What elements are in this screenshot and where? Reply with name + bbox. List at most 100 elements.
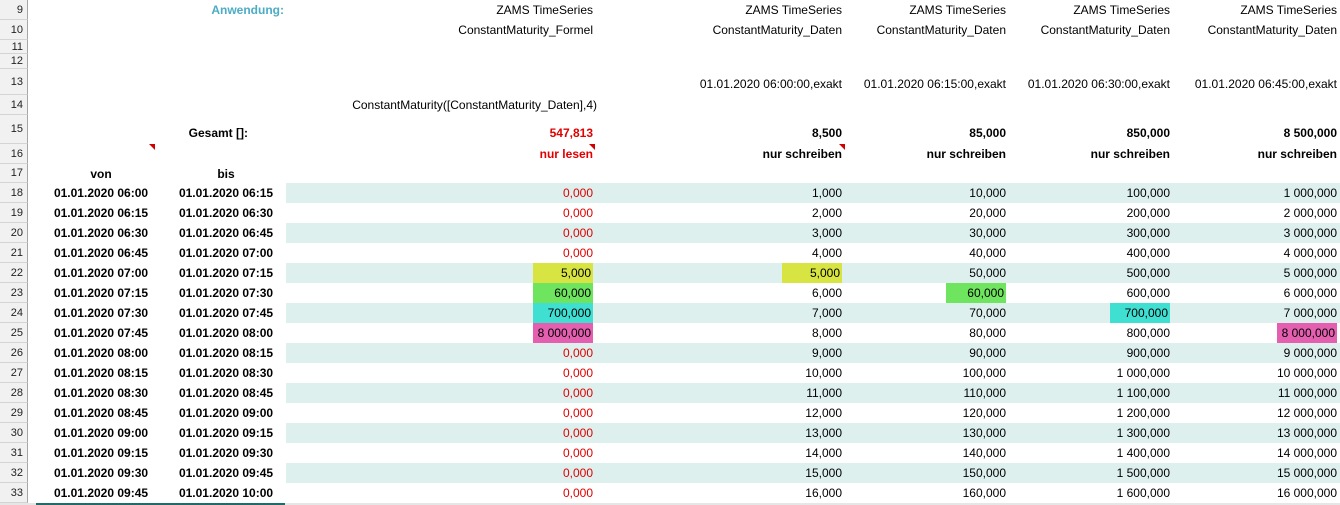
dataset-header-daten3[interactable]: ConstantMaturity_Daten xyxy=(1040,23,1170,37)
cell-value[interactable]: 7 000,000 xyxy=(1173,303,1340,323)
empty-cell[interactable] xyxy=(1009,164,1173,183)
row-number[interactable]: 22 xyxy=(0,263,28,283)
cell-von[interactable]: 01.01.2020 07:45 xyxy=(53,326,149,340)
cell-von[interactable]: 01.01.2020 06:45 xyxy=(53,246,149,260)
cell-value[interactable]: 1 600,000 xyxy=(1009,483,1173,503)
cell-value[interactable]: 5 000,000 xyxy=(1173,263,1340,283)
row-number[interactable]: 12 xyxy=(0,54,28,69)
cell-bis[interactable]: 01.01.2020 08:30 xyxy=(178,366,274,380)
app-header-daten3[interactable]: ZAMS TimeSeries xyxy=(1073,3,1170,17)
empty-cell[interactable] xyxy=(36,0,166,20)
cell-value[interactable]: 1 100,000 xyxy=(1009,383,1173,403)
cell-value[interactable]: 1,000 xyxy=(601,183,845,203)
app-header-formel[interactable]: ZAMS TimeSeries xyxy=(496,3,593,17)
empty-cell[interactable] xyxy=(166,95,286,115)
row-number[interactable]: 16 xyxy=(0,144,28,164)
dataset-header-daten1[interactable]: ConstantMaturity_Daten xyxy=(712,23,842,37)
timestamp-header-daten1[interactable]: 01.01.2020 06:00:00,exakt xyxy=(699,77,842,91)
cell-value[interactable]: 400,000 xyxy=(1009,243,1173,263)
cell-value[interactable]: 1 400,000 xyxy=(1009,443,1173,463)
row-number[interactable]: 18 xyxy=(0,183,28,203)
cell-von[interactable]: 01.01.2020 06:00 xyxy=(53,186,149,200)
cell-value[interactable]: 20,000 xyxy=(845,203,1009,223)
row-number[interactable]: 25 xyxy=(0,323,28,343)
row-number[interactable]: 13 xyxy=(0,69,28,95)
cell-bis[interactable]: 01.01.2020 07:30 xyxy=(178,286,274,300)
dataset-header-daten4[interactable]: ConstantMaturity_Daten xyxy=(1207,23,1337,37)
cell-value[interactable]: 2 000,000 xyxy=(1173,203,1340,223)
cell-von[interactable]: 01.01.2020 08:00 xyxy=(53,346,149,360)
cell-bis[interactable]: 01.01.2020 06:30 xyxy=(178,206,274,220)
cell-value[interactable]: 0,000 xyxy=(286,363,601,383)
empty-cell[interactable] xyxy=(36,95,166,115)
cell-bis[interactable]: 01.01.2020 07:00 xyxy=(178,246,274,260)
cell-value[interactable]: 0,000 xyxy=(286,463,601,483)
cell-value[interactable]: 11 000,000 xyxy=(1173,383,1340,403)
timestamp-header-formel[interactable] xyxy=(286,69,601,95)
cell-bis[interactable]: 01.01.2020 08:00 xyxy=(178,326,274,340)
cell-value[interactable]: 4 000,000 xyxy=(1173,243,1340,263)
cell-value[interactable]: 3 000,000 xyxy=(1173,223,1340,243)
row-number[interactable]: 33 xyxy=(0,483,28,503)
empty-cell[interactable] xyxy=(36,69,166,95)
cell-bis[interactable]: 01.01.2020 08:15 xyxy=(178,346,274,360)
cell-value[interactable]: 300,000 xyxy=(1009,223,1173,243)
empty-cell[interactable] xyxy=(286,164,601,183)
cell-value[interactable]: 10,000 xyxy=(601,363,845,383)
row-number[interactable]: 27 xyxy=(0,363,28,383)
row-number[interactable]: 19 xyxy=(0,203,28,223)
row-number[interactable]: 23 xyxy=(0,283,28,303)
total-daten3[interactable]: 850,000 xyxy=(1126,126,1170,140)
cell-value[interactable]: 7,000 xyxy=(601,303,845,323)
cell-von[interactable]: 01.01.2020 06:15 xyxy=(53,206,149,220)
dataset-header-daten2[interactable]: ConstantMaturity_Daten xyxy=(876,23,1006,37)
cell-bis[interactable]: 01.01.2020 06:45 xyxy=(178,226,274,240)
cell-value[interactable]: 500,000 xyxy=(1009,263,1173,283)
cell-value[interactable]: 900,000 xyxy=(1009,343,1173,363)
cell-value[interactable]: 0,000 xyxy=(286,483,601,503)
formula-cell[interactable]: ConstantMaturity([ConstantMaturity_Daten… xyxy=(352,98,597,112)
row-number[interactable]: 11 xyxy=(0,40,28,54)
cell-von[interactable]: 01.01.2020 09:30 xyxy=(53,466,149,480)
cell-value[interactable]: 9,000 xyxy=(601,343,845,363)
row-number[interactable]: 24 xyxy=(0,303,28,323)
empty-cell[interactable] xyxy=(36,115,166,144)
total-daten1[interactable]: 8,500 xyxy=(811,126,842,140)
cell-value[interactable]: 15 000,000 xyxy=(1173,463,1340,483)
cell-bis[interactable]: 01.01.2020 07:45 xyxy=(178,306,274,320)
cell-value[interactable]: 110,000 xyxy=(845,383,1009,403)
cell-value[interactable]: 1 200,000 xyxy=(1009,403,1173,423)
cell-bis[interactable]: 01.01.2020 09:45 xyxy=(178,466,274,480)
cell-value[interactable]: 10 000,000 xyxy=(1173,363,1340,383)
empty-cell[interactable] xyxy=(36,20,166,40)
cell-von[interactable]: 01.01.2020 09:00 xyxy=(53,426,149,440)
cell-value[interactable]: 14 000,000 xyxy=(1173,443,1340,463)
cell-value[interactable]: 160,000 xyxy=(845,483,1009,503)
cell-value[interactable]: 0,000 xyxy=(286,243,601,263)
cell-value[interactable]: 8,000 xyxy=(601,323,845,343)
row-number[interactable]: 14 xyxy=(0,95,28,115)
cell-value[interactable]: 200,000 xyxy=(1009,203,1173,223)
cell-value[interactable]: 40,000 xyxy=(845,243,1009,263)
cell-value[interactable]: 0,000 xyxy=(286,423,601,443)
cell-value[interactable]: 0,000 xyxy=(286,183,601,203)
cell-von[interactable]: 01.01.2020 09:45 xyxy=(53,486,149,500)
cell-value[interactable]: 700,000 xyxy=(286,303,601,323)
app-header-daten1[interactable]: ZAMS TimeSeries xyxy=(745,3,842,17)
cell-von[interactable]: 01.01.2020 08:15 xyxy=(53,366,149,380)
empty-cell[interactable] xyxy=(601,95,845,115)
cell-value[interactable]: 800,000 xyxy=(1009,323,1173,343)
cell-von[interactable]: 01.01.2020 06:30 xyxy=(53,226,149,240)
empty-cell[interactable] xyxy=(845,95,1009,115)
cell-bis[interactable]: 01.01.2020 10:00 xyxy=(178,486,274,500)
row-number[interactable]: 17 xyxy=(0,164,28,183)
cell-value[interactable]: 100,000 xyxy=(845,363,1009,383)
cell-value[interactable]: 0,000 xyxy=(286,383,601,403)
row-number[interactable]: 31 xyxy=(0,443,28,463)
cell-value[interactable]: 150,000 xyxy=(845,463,1009,483)
cell-value[interactable]: 16,000 xyxy=(601,483,845,503)
cell-value[interactable]: 16 000,000 xyxy=(1173,483,1340,503)
cell-value[interactable]: 0,000 xyxy=(286,343,601,363)
cell-value[interactable]: 120,000 xyxy=(845,403,1009,423)
cell-value[interactable]: 600,000 xyxy=(1009,283,1173,303)
